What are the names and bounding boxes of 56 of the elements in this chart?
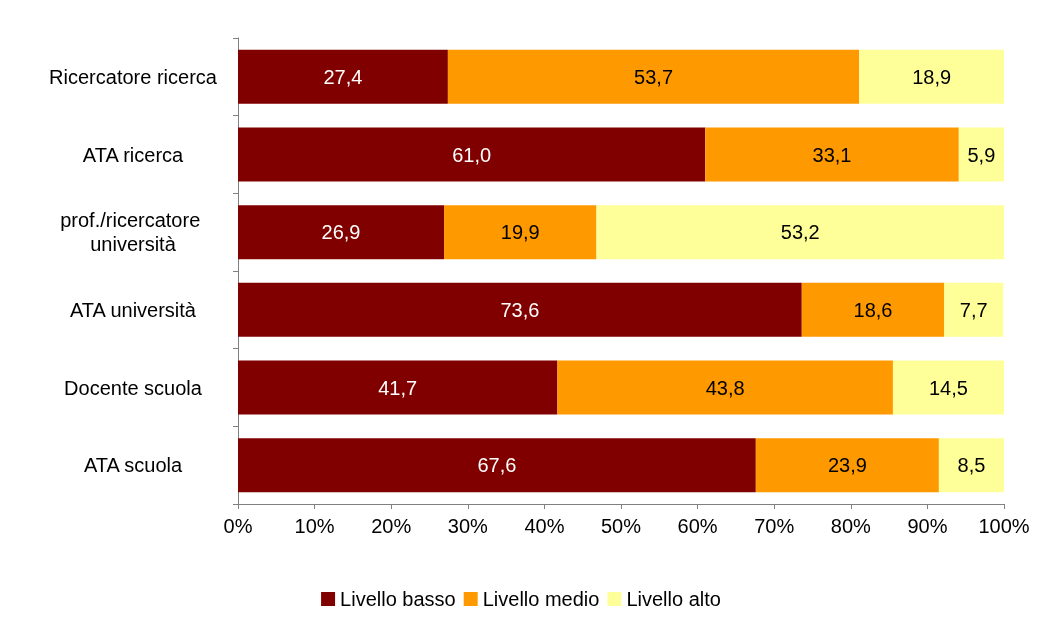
bar bbox=[238, 127, 706, 182]
x-tick-label: 20% bbox=[371, 515, 412, 537]
legend-label: Livello basso bbox=[340, 588, 456, 610]
x-tick-label: 90% bbox=[907, 515, 948, 537]
bar bbox=[447, 49, 860, 104]
data-label: 26,9 bbox=[321, 221, 361, 244]
bar bbox=[892, 360, 1004, 415]
y-tick-label: ATA università bbox=[70, 298, 197, 321]
x-tick-label: 60% bbox=[677, 515, 718, 537]
data-label: 19,9 bbox=[500, 221, 540, 244]
y-tick-label: ATA scuola bbox=[83, 454, 183, 477]
data-label: 27,4 bbox=[323, 65, 363, 88]
y-tick-label: prof./ricercatore università bbox=[60, 209, 206, 256]
bar bbox=[801, 282, 945, 337]
x-tick-label: 0% bbox=[223, 515, 253, 537]
bar bbox=[238, 438, 756, 493]
y-tick-label: ATA ricerca bbox=[82, 143, 185, 166]
x-tick-label: 40% bbox=[524, 515, 565, 537]
data-label: 5,9 bbox=[967, 143, 996, 166]
data-label: 61,0 bbox=[452, 143, 492, 166]
data-label: 7,7 bbox=[959, 298, 988, 321]
x-tick-label: 70% bbox=[754, 515, 795, 537]
bar bbox=[938, 438, 1004, 493]
data-label: 8,5 bbox=[957, 454, 986, 477]
data-label: 53,2 bbox=[780, 221, 820, 244]
bar bbox=[444, 205, 597, 260]
bar bbox=[755, 438, 939, 493]
bar bbox=[705, 127, 959, 182]
data-label: 53,7 bbox=[634, 65, 674, 88]
data-label: 43,8 bbox=[705, 376, 745, 399]
data-label: 67,6 bbox=[477, 454, 517, 477]
y-tick-label: Ricercatore ricerca bbox=[49, 65, 218, 88]
x-tick-label: 10% bbox=[294, 515, 335, 537]
x-tick-label: 100% bbox=[978, 515, 1030, 537]
bar bbox=[238, 360, 558, 415]
y-tick-label: Docente scuola bbox=[64, 376, 203, 399]
legend-label: Livello medio bbox=[482, 588, 600, 610]
x-tick-label: 80% bbox=[830, 515, 872, 537]
data-label: 41,7 bbox=[378, 376, 418, 399]
legend-label: Livello alto bbox=[626, 588, 721, 610]
bar bbox=[944, 282, 1004, 337]
bar bbox=[596, 205, 1004, 260]
data-label: 23,9 bbox=[827, 454, 867, 477]
data-label: 73,6 bbox=[500, 298, 540, 321]
data-label: 14,5 bbox=[929, 376, 968, 399]
data-label: 18,6 bbox=[853, 298, 893, 321]
bar bbox=[238, 205, 445, 260]
data-label: 18,9 bbox=[912, 65, 952, 88]
data-label: 33,1 bbox=[812, 143, 852, 166]
bar bbox=[859, 49, 1004, 104]
bar bbox=[238, 49, 448, 104]
x-tick-label: 30% bbox=[447, 515, 489, 537]
x-tick-label: 50% bbox=[600, 515, 642, 537]
bar bbox=[238, 282, 802, 337]
bar bbox=[958, 127, 1004, 182]
bar bbox=[557, 360, 893, 415]
